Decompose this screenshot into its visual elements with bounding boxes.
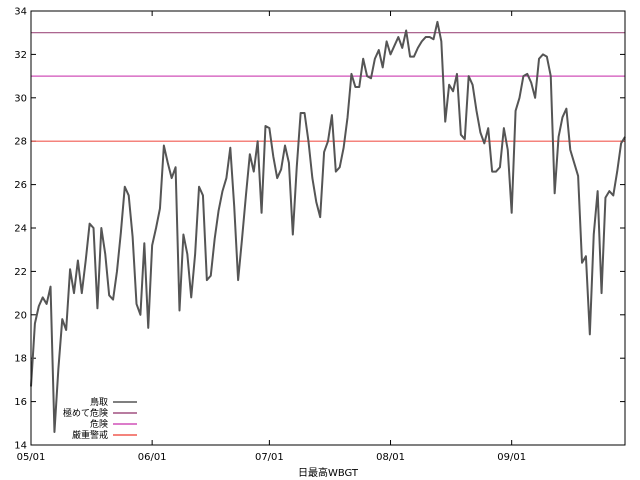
x-tick-label: 06/01 [138, 452, 167, 463]
x-tick-label: 07/01 [255, 452, 284, 463]
y-tick-label: 34 [14, 7, 27, 18]
legend-label: 厳重警戒 [72, 429, 108, 441]
y-tick-label: 14 [14, 441, 27, 452]
x-tick-label: 08/01 [376, 452, 405, 463]
y-tick-label: 32 [14, 50, 27, 61]
y-tick-label: 26 [14, 180, 27, 191]
y-tick-label: 30 [14, 93, 27, 104]
y-tick-label: 16 [14, 397, 27, 408]
y-tick-label: 24 [14, 224, 27, 235]
y-tick-label: 28 [14, 137, 27, 148]
x-tick-label: 09/01 [497, 452, 526, 463]
series-line [30, 20, 626, 433]
plot-frame [30, 10, 626, 446]
x-tick-label: 05/01 [17, 452, 46, 463]
legend-label: 極めて危険 [63, 407, 108, 419]
legend-label: 鳥取 [90, 396, 108, 408]
y-tick-label: 18 [14, 354, 27, 365]
y-tick-label: 22 [14, 267, 27, 278]
legend-label: 危険 [90, 418, 108, 430]
y-tick-label: 20 [14, 310, 27, 321]
series-layer [30, 20, 626, 433]
x-axis-title: 日最高WBGT [298, 466, 359, 479]
y-axis-ticks: 14 16 18 20 22 24 26 28 30 32 34 [14, 7, 625, 452]
